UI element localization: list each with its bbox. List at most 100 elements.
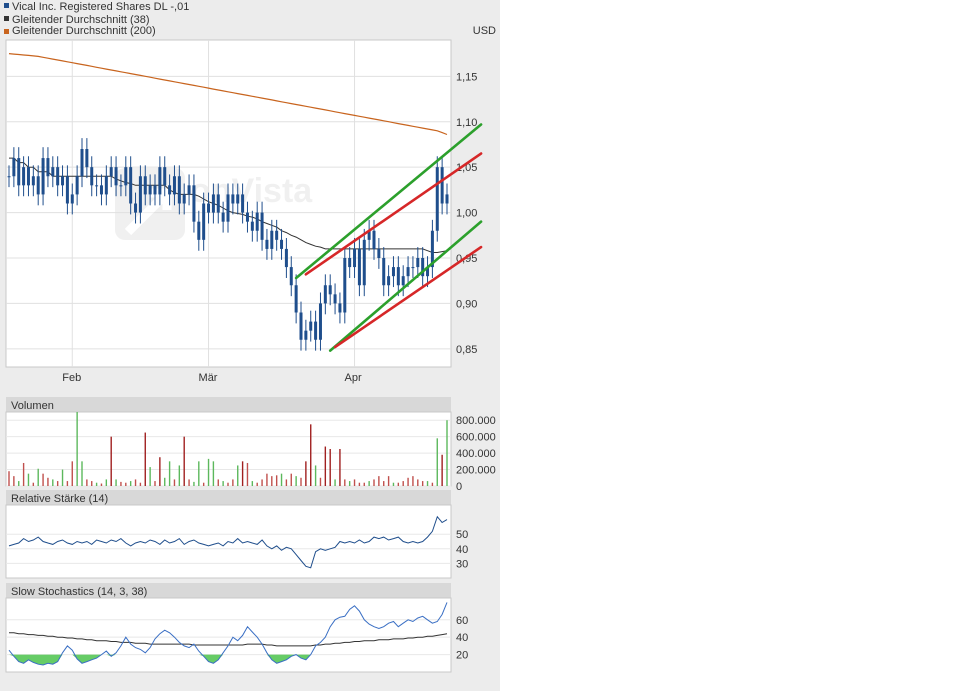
candle-body bbox=[323, 285, 327, 304]
price-x-axis: Feb Mär Apr bbox=[62, 372, 362, 384]
trendline bbox=[294, 123, 483, 280]
rsi-line bbox=[8, 515, 448, 569]
candle-body bbox=[250, 221, 254, 231]
candle-body bbox=[65, 176, 69, 204]
candle-body bbox=[134, 203, 138, 213]
month-label: Feb bbox=[62, 372, 81, 384]
rsi-title: Relative Stärke (14) bbox=[11, 493, 108, 505]
legend-label-ma38: Gleitender Durchschnitt (38) bbox=[12, 14, 150, 26]
volume-title: Volumen bbox=[11, 400, 54, 412]
candle-body bbox=[372, 230, 376, 249]
candle-body bbox=[148, 185, 152, 195]
candle-body bbox=[426, 267, 430, 277]
candle-body bbox=[56, 167, 60, 186]
candle-body bbox=[104, 176, 108, 195]
candle-body bbox=[129, 167, 133, 204]
candle-body bbox=[197, 221, 201, 240]
rsi-gridlines bbox=[6, 533, 451, 564]
legend: Vical Inc. Registered Shares DL -,01 Gle… bbox=[4, 1, 189, 37]
stoch-title: Slow Stochastics (14, 3, 38) bbox=[11, 586, 147, 598]
candle-body bbox=[314, 321, 318, 340]
candle-body bbox=[36, 176, 40, 195]
candle-body bbox=[406, 267, 410, 277]
candle-body bbox=[357, 248, 361, 286]
price-tick-label: 1,05 bbox=[456, 162, 477, 174]
candle-body bbox=[95, 185, 99, 187]
candle-body bbox=[382, 258, 386, 286]
trendlines bbox=[294, 123, 483, 352]
rsi-tick-label: 50 bbox=[456, 529, 468, 541]
candle-body bbox=[348, 258, 352, 268]
candle-body bbox=[211, 194, 215, 213]
candle-body bbox=[143, 176, 147, 195]
volume-y-axis: 0 200.000 400.000 600.000 800.000 bbox=[456, 415, 496, 493]
candle-body bbox=[46, 158, 50, 177]
candle-body bbox=[41, 158, 45, 195]
candle-body bbox=[260, 212, 264, 240]
candle-body bbox=[416, 258, 420, 268]
price-candles bbox=[7, 138, 449, 351]
candle-body bbox=[280, 239, 284, 249]
candle-body bbox=[31, 176, 35, 186]
candle-body bbox=[172, 176, 176, 195]
candle-body bbox=[343, 258, 347, 313]
volume-tick-label: 800.000 bbox=[456, 415, 496, 427]
candle-body bbox=[338, 303, 342, 313]
candle-body bbox=[367, 230, 371, 240]
stoch-tick-label: 20 bbox=[456, 650, 468, 662]
candle-body bbox=[245, 212, 249, 222]
candle-body bbox=[202, 203, 206, 240]
legend-label-ma200: Gleitender Durchschnitt (200) bbox=[12, 25, 156, 37]
price-tick-label: 1,15 bbox=[456, 71, 477, 83]
price-y-axis: 0,850,900,951,001,051,101,15 bbox=[456, 71, 477, 356]
candle-body bbox=[109, 167, 113, 177]
candle-body bbox=[17, 158, 21, 186]
candle-body bbox=[153, 185, 157, 195]
candle-body bbox=[333, 294, 337, 304]
candle-body bbox=[90, 167, 94, 186]
candle-body bbox=[353, 248, 357, 268]
legend-swatch-ma38 bbox=[4, 16, 9, 21]
candle-body bbox=[265, 239, 269, 249]
stoch-gridlines bbox=[6, 619, 451, 656]
candle-body bbox=[168, 185, 172, 195]
stoch-plot-area bbox=[5, 597, 452, 673]
volume-tick-label: 0 bbox=[456, 481, 462, 493]
candle-body bbox=[430, 230, 434, 268]
candle-body bbox=[236, 194, 240, 204]
candle-body bbox=[226, 194, 230, 222]
candle-body bbox=[163, 167, 167, 186]
candle-body bbox=[270, 230, 274, 249]
trendline bbox=[333, 245, 483, 349]
candle-body bbox=[304, 330, 308, 340]
candle-body bbox=[411, 267, 415, 269]
candle-body bbox=[284, 248, 288, 268]
candle-body bbox=[294, 285, 298, 313]
candle-body bbox=[318, 303, 322, 340]
ma200-line bbox=[8, 53, 448, 136]
candle-body bbox=[445, 194, 449, 204]
candle-body bbox=[289, 267, 293, 286]
rsi-header bbox=[6, 490, 451, 505]
candle-body bbox=[80, 149, 84, 177]
candle-body bbox=[328, 285, 332, 295]
volume-header bbox=[6, 397, 451, 412]
candle-body bbox=[7, 176, 11, 178]
volume-tick-label: 400.000 bbox=[456, 448, 496, 460]
month-label: Apr bbox=[345, 372, 362, 384]
watermark-text: onVista bbox=[190, 172, 313, 210]
candle-body bbox=[85, 149, 89, 168]
legend-swatch-price bbox=[4, 3, 9, 8]
candle-body bbox=[158, 167, 162, 195]
rsi-tick-label: 40 bbox=[456, 544, 468, 556]
candle-body bbox=[401, 276, 405, 286]
volume-bars bbox=[8, 412, 448, 486]
candle-body bbox=[75, 176, 79, 195]
candle-body bbox=[377, 248, 381, 258]
candle-body bbox=[275, 230, 279, 240]
candle-body bbox=[421, 258, 425, 277]
candle-body bbox=[255, 212, 259, 231]
volume-plot-area bbox=[5, 411, 452, 487]
candle-body bbox=[99, 185, 103, 195]
